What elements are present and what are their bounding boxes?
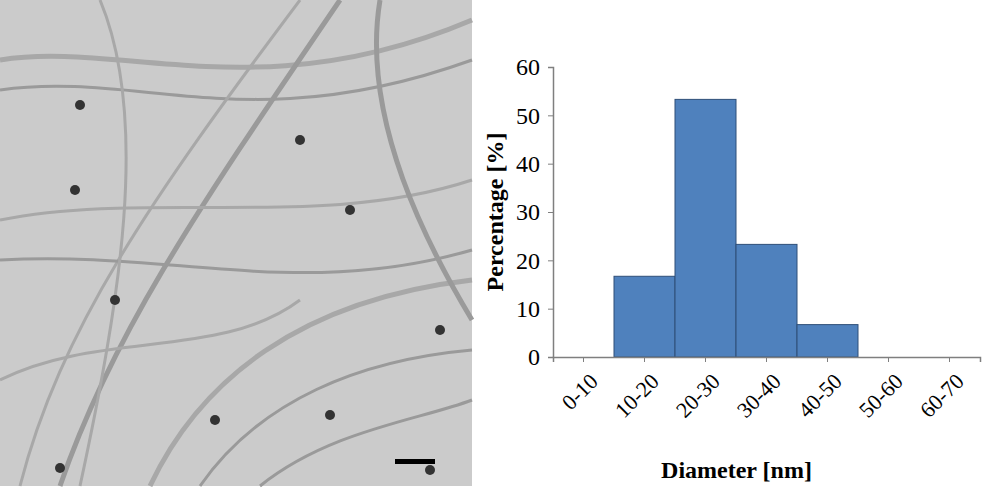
bars [614,99,858,357]
y-tick: 0 [528,344,553,370]
tube-decoration [0,60,472,99]
x-tick: 10-20 [610,357,664,423]
particle-decoration [210,415,220,425]
particle-decoration [295,135,305,145]
x-tick-label: 40-50 [793,369,847,423]
x-tick-mark [766,357,767,362]
x-tick-mark [949,357,950,362]
particle-decoration [70,185,80,195]
x-tick-label: 30-40 [732,369,786,423]
tube-decoration [80,0,126,486]
y-tick: 50 [516,103,553,129]
x-tick: 40-50 [793,357,847,423]
x-tick-label: 60-70 [915,369,969,423]
y-tick-mark [548,212,553,213]
y-tick-label: 10 [516,296,540,322]
x-axis-title: Diameter [nm] [661,457,812,483]
micrograph-background [0,0,472,486]
particle-decoration [425,465,435,475]
x-tick-mark [888,357,889,362]
tube-decoration [0,20,472,67]
y-tick: 40 [516,151,553,177]
y-tick-mark [548,115,553,116]
particle-decoration [110,295,120,305]
x-tick: 30-40 [732,357,786,423]
tube-decoration [376,0,472,320]
y-tick-label: 50 [516,103,540,129]
tube-decoration [260,400,472,486]
y-tick: 20 [516,248,553,274]
y-axis-line [548,68,554,358]
tube-decoration [0,180,472,220]
tube-decoration [200,350,472,486]
x-tick-label: 10-20 [610,369,664,423]
particle-decoration [345,205,355,215]
x-axis: 0-1010-2020-3030-4040-5050-6060-70 [554,357,981,423]
bar [797,325,858,357]
figure: 0 10 20 30 40 50 60 0-1010-2020-3030-4040-5050-… [0,0,1001,490]
x-tick-mark [583,357,584,362]
x-tick: 50-60 [854,357,908,423]
x-tick-mark [705,357,706,362]
tube-decoration [60,0,340,486]
bar [614,276,675,357]
plot: 0 10 20 30 40 50 60 0-1010-2020-3030-4040-5050-… [516,54,981,422]
bar [675,99,736,357]
x-tick-label: 50-60 [854,369,908,423]
x-tick: 0-10 [557,357,603,415]
particle-decoration [75,100,85,110]
y-tick-label: 30 [516,199,540,225]
micrograph-panel [0,0,472,486]
x-tick-label: 0-10 [557,369,603,415]
y-tick-label: 40 [516,151,540,177]
particle-decoration [435,325,445,335]
y-tick-label: 60 [516,54,540,80]
y-tick-mark [548,164,553,165]
y-tick-mark [548,357,553,358]
tube-decoration [0,300,300,380]
tube-decoration [20,0,300,486]
y-tick-mark [548,260,553,261]
particle-decoration [325,410,335,420]
y-tick-mark [548,309,553,310]
y-tick-label: 0 [528,344,540,370]
x-tick-mark [644,357,645,362]
tube-decoration [150,280,472,486]
bar [736,244,797,357]
x-tick-mark [827,357,828,362]
tube-decoration [0,250,472,273]
y-tick: 10 [516,296,553,322]
y-axis: 0 10 20 30 40 50 60 [516,54,554,370]
y-axis-title: Percentage [%] [482,133,508,292]
x-tick: 20-30 [671,357,725,423]
y-tick: 60 [516,54,553,80]
y-tick: 30 [516,199,553,225]
x-tick-label: 20-30 [671,369,725,423]
x-axis-line [554,358,981,363]
y-tick-label: 20 [516,248,540,274]
particle-decoration [55,463,65,473]
y-tick-mark [548,67,553,68]
x-tick: 60-70 [915,357,969,423]
scale-bar [395,459,435,464]
